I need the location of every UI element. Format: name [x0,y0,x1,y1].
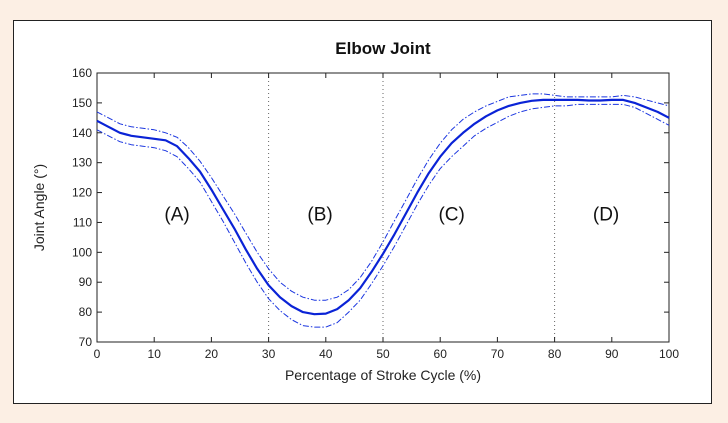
y-tick-label: 70 [79,335,93,349]
phase-labels: (A) (B) (C) (D) [164,204,619,225]
x-tick-label: 40 [319,347,333,361]
y-tick-label: 160 [72,66,92,80]
x-axis-label: Percentage of Stroke Cycle (%) [285,367,481,383]
elbow-joint-chart: Elbow Joint 0 10 20 30 40 50 60 70 80 90 100 70 80 9… [31,39,679,383]
x-tick-label: 60 [434,347,448,361]
lower-bound-line [96,103,670,328]
x-tick-label: 10 [148,347,162,361]
y-tick-label: 140 [72,126,92,140]
y-tick-label: 130 [72,156,92,170]
mean-angle-line [96,98,670,316]
phase-dividers [268,73,556,342]
y-axis-ticks: 70 80 90 100 110 120 130 140 150 160 [72,66,669,349]
x-tick-label: 30 [262,347,276,361]
phase-label: (D) [593,204,619,225]
phase-label: (B) [307,204,332,225]
x-tick-label: 70 [491,347,505,361]
y-axis-label: Joint Angle (°) [31,164,47,251]
figure-frame: Elbow Joint 0 10 20 30 40 50 60 70 80 90 100 70 80 9… [13,20,712,404]
x-tick-label: 50 [376,347,390,361]
x-tick-label: 80 [548,347,562,361]
chart-title: Elbow Joint [335,39,431,58]
y-tick-label: 110 [73,215,92,229]
x-axis-ticks: 0 10 20 30 40 50 60 70 80 90 100 [94,73,679,361]
x-tick-label: 100 [659,347,679,361]
x-tick-label: 90 [605,347,619,361]
y-tick-label: 90 [79,275,93,289]
phase-label: (C) [438,204,464,225]
y-tick-label: 120 [72,186,92,200]
series-lines [96,93,670,328]
phase-label: (A) [164,204,189,225]
y-tick-label: 80 [79,305,93,319]
x-tick-label: 0 [94,347,101,361]
y-tick-label: 150 [72,96,92,110]
upper-bound-line [96,93,670,301]
y-tick-label: 100 [72,245,92,259]
x-tick-label: 20 [205,347,219,361]
